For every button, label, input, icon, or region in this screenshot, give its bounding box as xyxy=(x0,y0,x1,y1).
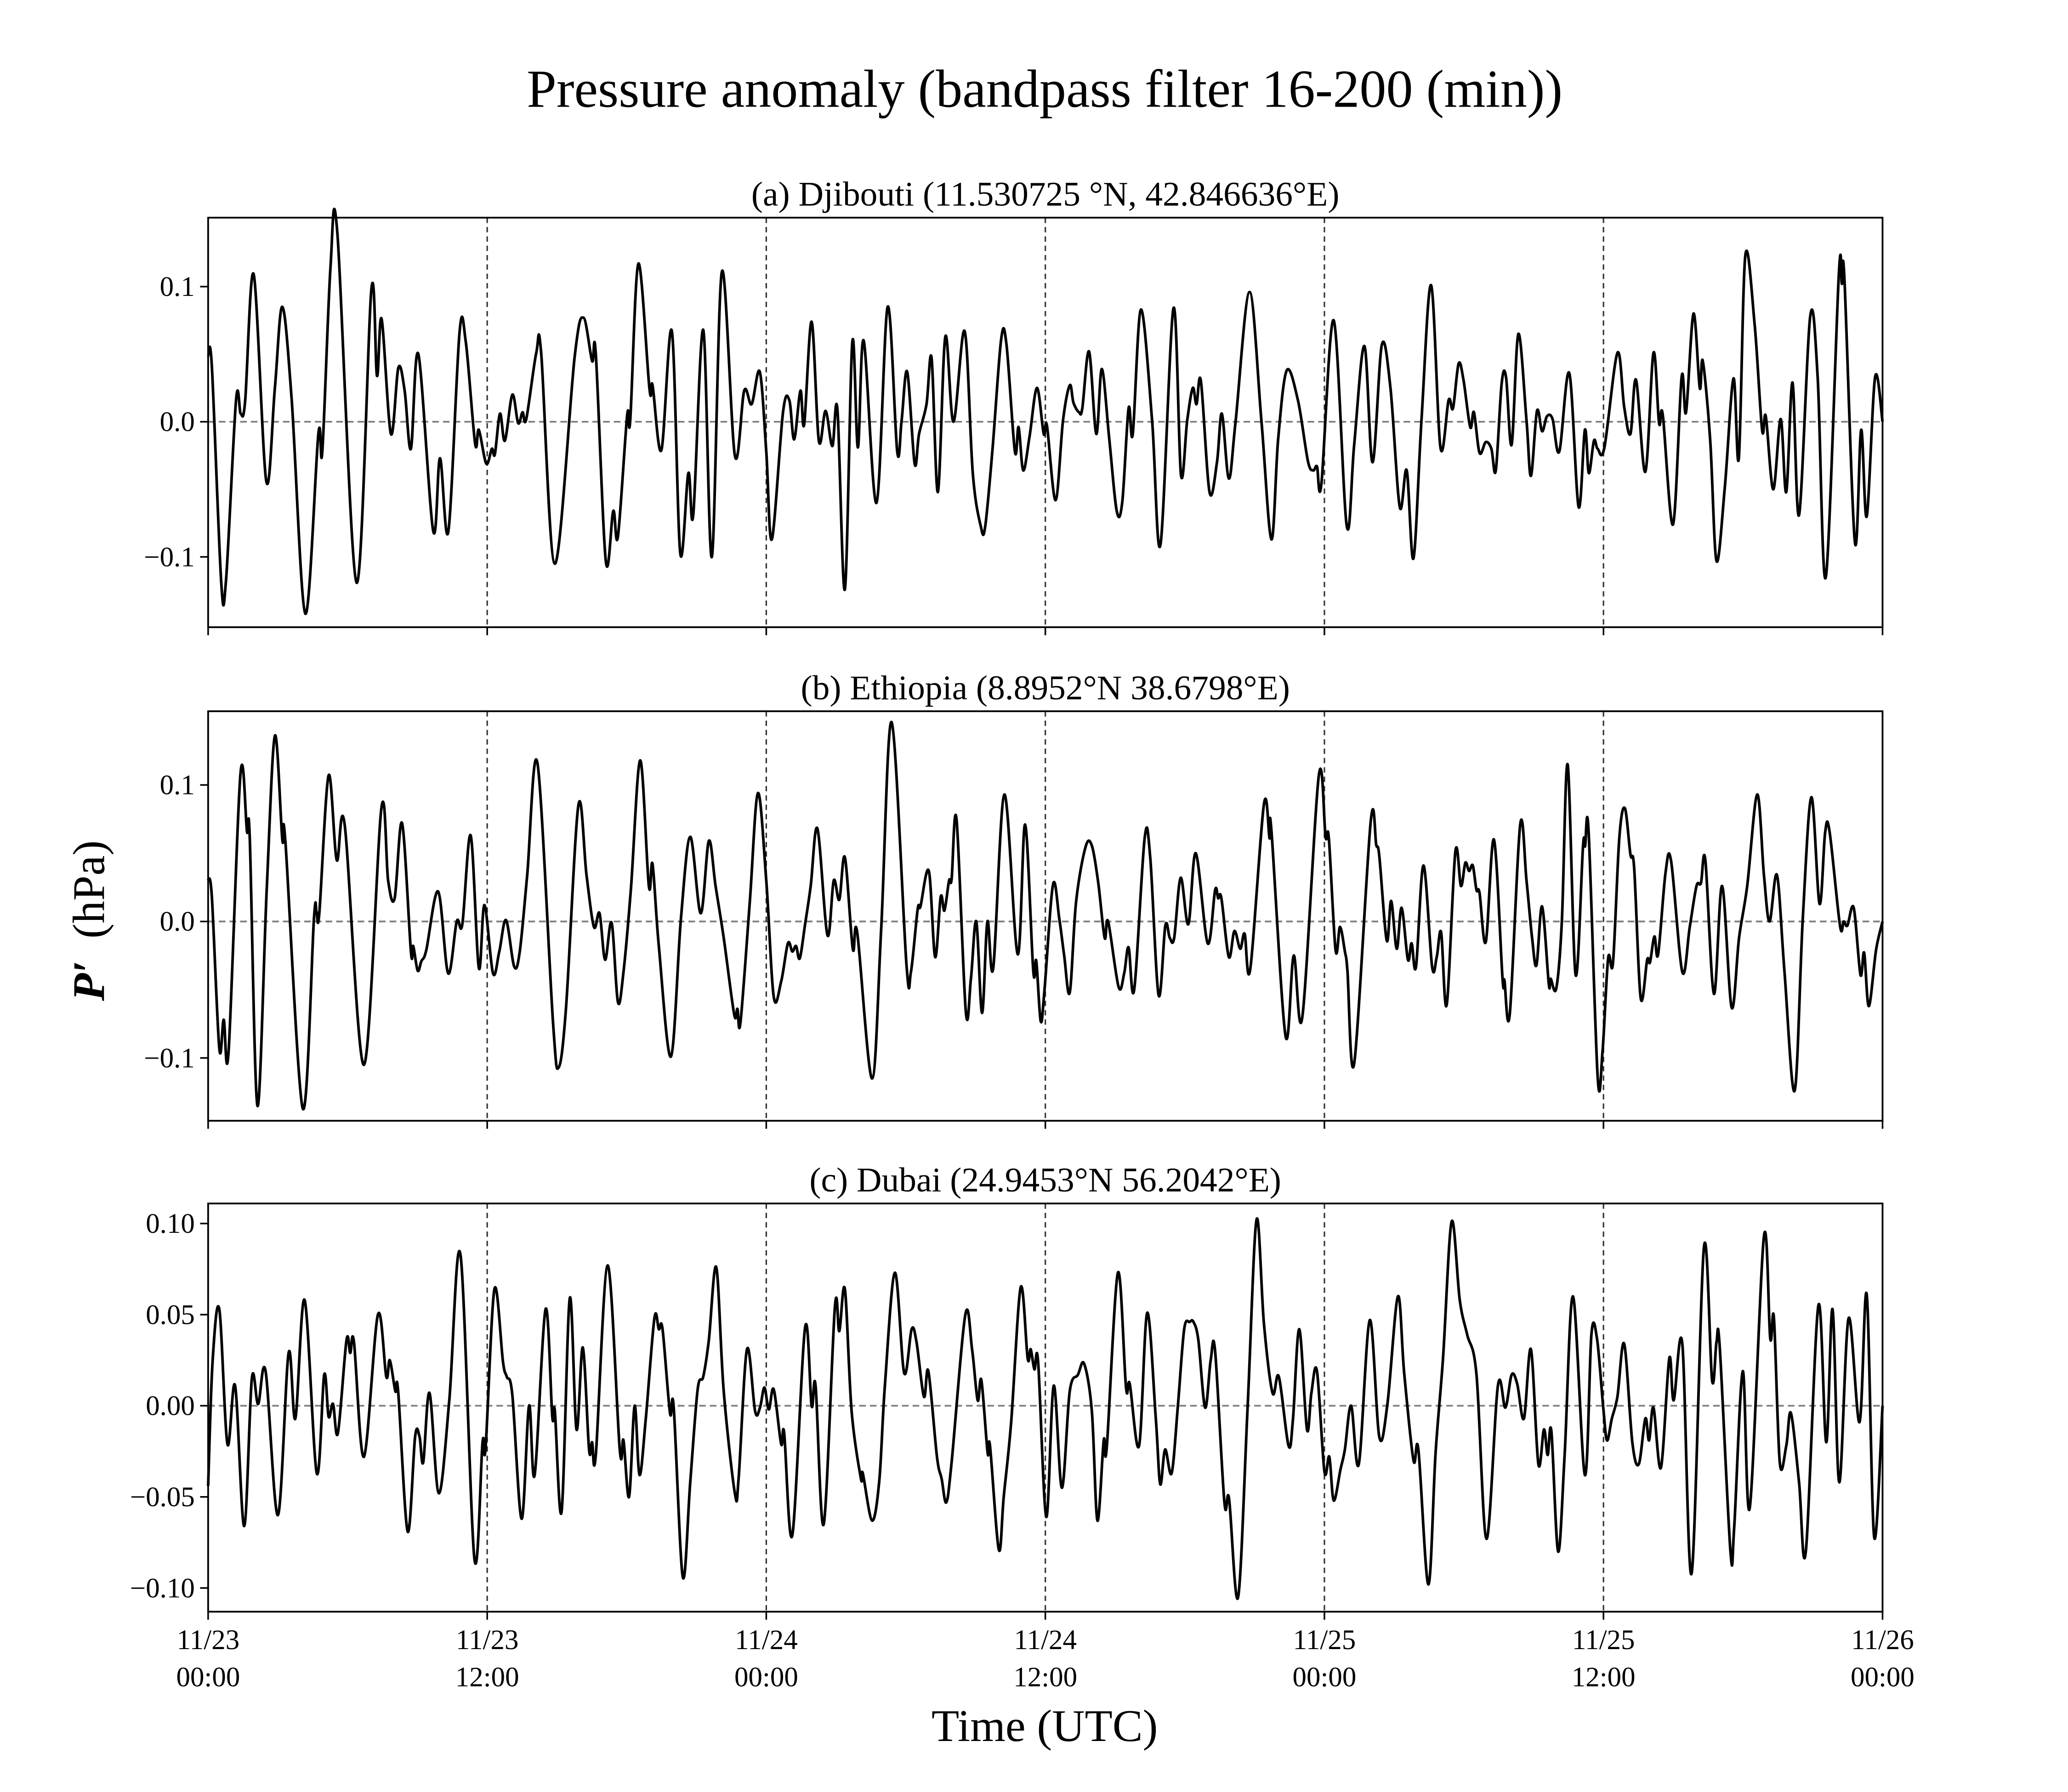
y-tick-label: 0.00 xyxy=(146,1391,195,1422)
x-axis-label: Time (UTC) xyxy=(932,1701,1158,1751)
y-tick-label: 0.1 xyxy=(160,770,195,801)
panel-title: (c) Dubai (24.9453°N 56.2042°E) xyxy=(809,1161,1281,1199)
x-tick-label-date: 11/24 xyxy=(735,1625,798,1656)
x-tick-label-time: 12:00 xyxy=(1572,1662,1636,1693)
panel-2: (b) Ethiopia (8.8952°N 38.6798°E) −0.1 0.0… xyxy=(144,669,1884,1129)
figure-title: Pressure anomaly (bandpass filter 16-200… xyxy=(527,60,1562,119)
pressure-series-line-ethiopia xyxy=(207,720,1884,1111)
y-tick-label: −0.05 xyxy=(130,1482,195,1513)
x-tick-label-date: 11/24 xyxy=(1014,1625,1077,1656)
x-tick-label-date: 11/26 xyxy=(1851,1625,1914,1656)
x-tick-label-date: 11/25 xyxy=(1293,1625,1356,1656)
x-tick-label-time: 00:00 xyxy=(734,1662,798,1693)
panel-3: (c) Dubai (24.9453°N 56.2042°E) −0.10 −0.0… xyxy=(130,1161,1915,1693)
y-axis-label-unit: (hPa) xyxy=(64,840,114,939)
y-tick-label: −0.1 xyxy=(144,542,195,573)
x-tick-label-time: 12:00 xyxy=(455,1662,519,1693)
y-tick-label: −0.10 xyxy=(130,1573,195,1604)
y-tick-label: −0.1 xyxy=(144,1043,195,1074)
x-tick-label-time: 12:00 xyxy=(1013,1662,1077,1693)
y-tick-label: 0.0 xyxy=(160,407,195,437)
pressure-series-line-djibouti xyxy=(207,208,1884,615)
x-tick-label-time: 00:00 xyxy=(176,1662,240,1693)
panel-title: (b) Ethiopia (8.8952°N 38.6798°E) xyxy=(801,669,1290,707)
x-tick-label-time: 00:00 xyxy=(1293,1662,1357,1693)
x-tick-label-date: 11/25 xyxy=(1572,1625,1635,1656)
y-axis-label: P′ (hPa) xyxy=(64,840,114,1002)
y-tick-label: 0.05 xyxy=(146,1299,195,1330)
x-tick-label-time: 00:00 xyxy=(1851,1662,1915,1693)
panel-title: (a) Djibouti (11.530725 °N, 42.846636°E) xyxy=(751,176,1340,214)
y-tick-label: 0.10 xyxy=(146,1208,195,1239)
y-axis-label-symbol: P′ xyxy=(64,961,114,1002)
x-tick-label-date: 11/23 xyxy=(456,1625,519,1656)
x-tick-label-date: 11/23 xyxy=(177,1625,240,1656)
y-tick-label: 0.0 xyxy=(160,907,195,937)
panel-1: (a) Djibouti (11.530725 °N, 42.846636°E)… xyxy=(144,176,1884,635)
pressure-series-line-dubai xyxy=(207,1217,1884,1600)
y-tick-label: 0.1 xyxy=(160,272,195,302)
